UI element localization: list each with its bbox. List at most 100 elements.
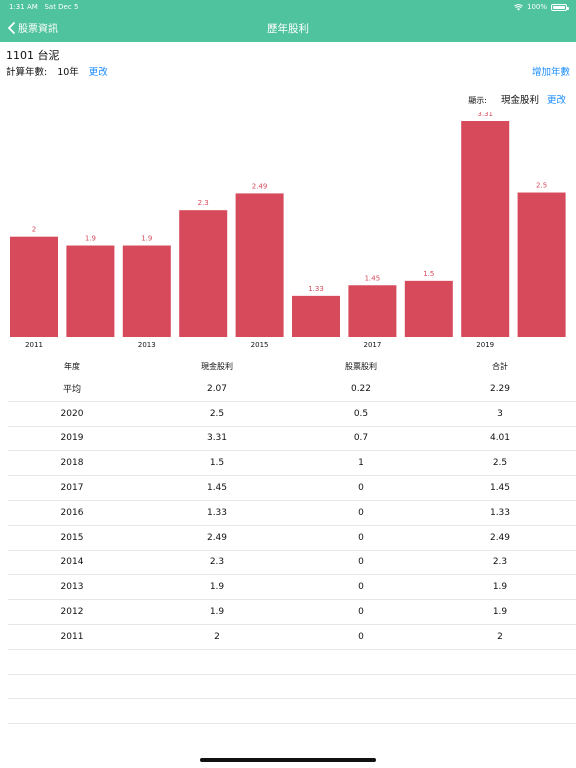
- cell-cash: 2.49: [206, 532, 228, 543]
- cell-year: 2019: [60, 433, 84, 444]
- bar-2011: [10, 236, 58, 337]
- value-label-2015: 2.49: [252, 182, 268, 190]
- years-label: 計算年數:: [6, 67, 48, 78]
- cell-stock: 0: [358, 631, 364, 642]
- value-label-2011: 2: [32, 226, 36, 234]
- cell-cash: 1.5: [209, 458, 225, 469]
- table-row: 2016 1.33 0 1.33: [8, 501, 576, 526]
- cell-stock: 0: [358, 582, 364, 593]
- x-tick-label-2017: 2017: [363, 341, 381, 349]
- bar-2014: [179, 210, 228, 337]
- status-right: 100%: [514, 3, 569, 11]
- cell-stock: 0.5: [353, 408, 369, 419]
- empty-row: [8, 675, 576, 700]
- battery-percent: 100%: [526, 3, 547, 11]
- cell-cash: 1.9: [209, 607, 225, 618]
- header-cash: 現金股利: [201, 361, 233, 371]
- display-value: 現金股利: [500, 95, 539, 106]
- add-year-button[interactable]: 增加年數: [531, 67, 570, 78]
- table-row: 2020 2.5 0.5 3: [8, 402, 576, 427]
- table-row: 2012 1.9 0 1.9: [8, 600, 576, 625]
- cell-stock: 0: [358, 557, 364, 568]
- cell-year: 2012: [60, 607, 84, 618]
- stock-title: 1101 台泥: [6, 49, 60, 62]
- table-row: 2017 1.45 0 1.45: [8, 476, 576, 501]
- value-label-2014: 2.3: [198, 199, 209, 207]
- x-tick-label-2019: 2019: [476, 341, 494, 349]
- cell-cash: 1.45: [206, 483, 228, 494]
- cell-stock: 1: [358, 458, 364, 469]
- cell-stock: 0: [358, 532, 364, 543]
- header-stock: 股票股利: [345, 361, 377, 371]
- cell-stock: 0.7: [353, 433, 369, 444]
- cell-year: 2013: [60, 582, 84, 593]
- bar-2015: [235, 193, 284, 337]
- table-row: 平均 2.07 0.22 2.29: [8, 377, 576, 402]
- x-tick-label-2013: 2013: [138, 341, 156, 349]
- cell-year: 2014: [60, 557, 84, 568]
- page-title: 歷年股利: [267, 23, 309, 35]
- cell-cash: 3.31: [206, 433, 228, 444]
- dividend-table: 年度 現金股利 股票股利 合計 平均 2.07 0.22 2.29 2020 2.5 0.5…: [8, 355, 576, 725]
- status-time: 1:31 AM Sat Dec 5: [9, 3, 78, 11]
- cell-year: 平均: [62, 385, 81, 396]
- navigation-bar: 股票資訊 歷年股利: [0, 14, 576, 42]
- table-row: 2011 2 0 2: [8, 625, 576, 650]
- change-years-button[interactable]: 更改: [88, 67, 108, 78]
- table-header: 年度 現金股利 股票股利 合計: [8, 355, 576, 377]
- cell-total: 2.49: [489, 532, 511, 543]
- cell-total: 2.3: [492, 557, 508, 568]
- status-clock: 1:31 AM: [9, 3, 38, 11]
- wifi-icon: [514, 3, 523, 10]
- app-header: 1:31 AM Sat Dec 5 100% 股票資訊 歷年股利: [0, 0, 576, 42]
- cell-total: 4.01: [489, 433, 511, 444]
- cell-total: 2.5: [492, 458, 508, 469]
- bar-2020: [517, 192, 566, 337]
- change-display-button[interactable]: 更改: [546, 95, 566, 106]
- value-label-2016: 1.33: [308, 285, 324, 293]
- header-year: 年度: [64, 361, 80, 371]
- cell-stock: 0: [358, 483, 364, 494]
- cell-cash: 2.3: [209, 557, 225, 568]
- cell-stock: 0: [358, 507, 364, 518]
- value-label-2019: 3.31: [477, 112, 493, 118]
- cell-total: 1.9: [492, 607, 508, 618]
- table-row: 2015 2.49 0 2.49: [8, 526, 576, 551]
- dividend-bar-chart: 2 2011 1.9 1.9 2013 2.3 2.49 2015 1.33 1.45 2017 1.…: [10, 112, 566, 349]
- chevron-left-icon: [8, 21, 15, 34]
- value-label-2017: 1.45: [365, 274, 381, 282]
- back-button[interactable]: 股票資訊: [7, 20, 58, 35]
- battery-icon: [551, 3, 569, 11]
- value-label-2018: 1.5: [423, 270, 434, 278]
- bar-2012: [66, 245, 115, 337]
- bar-2018: [404, 280, 453, 337]
- cell-total: 2.29: [489, 383, 511, 394]
- cell-year: 2016: [60, 507, 84, 518]
- value-label-2020: 2.5: [536, 182, 547, 190]
- table-row: 2013 1.9 0 1.9: [8, 575, 576, 601]
- bar-2017: [348, 285, 397, 337]
- status-bar: 1:31 AM Sat Dec 5 100%: [0, 0, 576, 14]
- table-row: 2014 2.3 0 2.3: [8, 551, 576, 576]
- display-row: 顯示: 現金股利 更改: [468, 92, 566, 106]
- table-row: 2019 3.31 0.7 4.01: [8, 427, 576, 452]
- table-row: 2018 1.5 1 2.5: [8, 451, 576, 477]
- cell-stock: 0.22: [350, 383, 372, 394]
- cell-year: 2011: [60, 631, 84, 642]
- display-label: 顯示:: [468, 96, 487, 105]
- home-indicator: [200, 758, 376, 762]
- x-tick-label-2015: 2015: [251, 341, 269, 349]
- years-value: 10年: [57, 67, 79, 78]
- cell-total: 1.33: [489, 507, 511, 518]
- cell-cash: 2.07: [206, 383, 228, 394]
- cell-cash: 1.9: [209, 582, 225, 593]
- cell-total: 1.45: [489, 483, 511, 494]
- cell-cash: 1.33: [206, 507, 228, 518]
- cell-stock: 0: [358, 607, 364, 618]
- cell-total: 2: [497, 631, 503, 642]
- table-body: 平均 2.07 0.22 2.29 2020 2.5 0.5 3 2019 3.31 0.7 4.01…: [8, 377, 576, 725]
- empty-row: [8, 699, 576, 725]
- years-row: 計算年數: 10年 更改: [6, 64, 108, 78]
- cell-cash: 2: [214, 631, 220, 642]
- cell-year: 2017: [60, 483, 84, 494]
